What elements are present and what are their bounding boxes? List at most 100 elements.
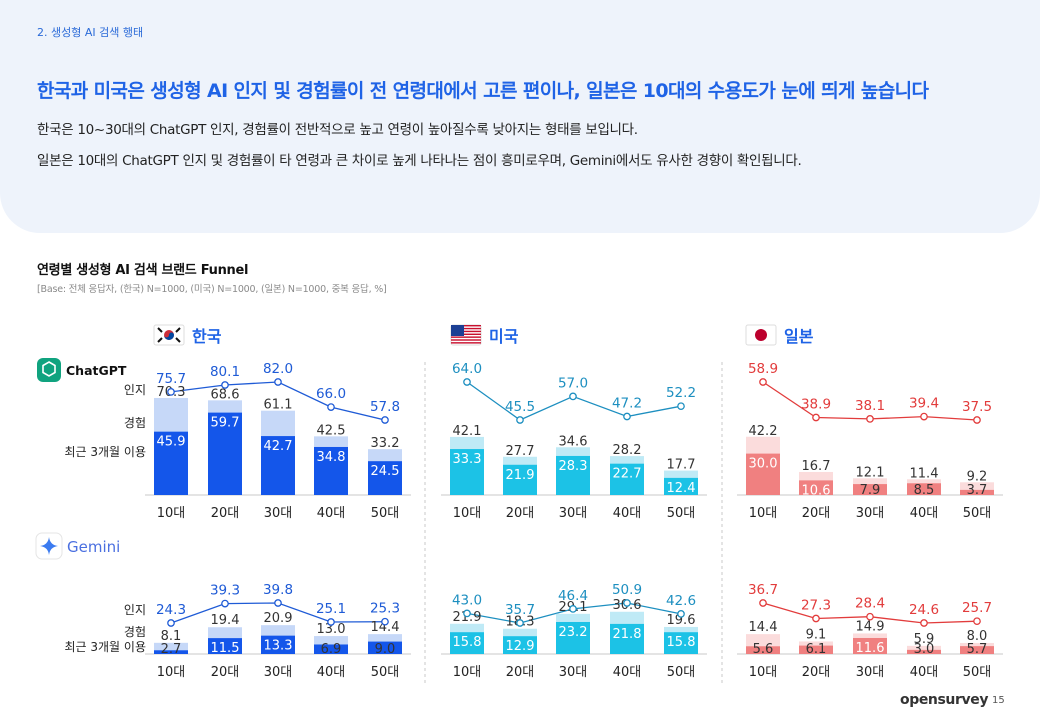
category-label: 20대 [211,665,240,680]
experience-value-label: 13.0 [317,622,346,637]
recent-usage-value-label: 13.3 [264,639,293,654]
awareness-point [866,612,874,621]
recent-usage-value-label: 11.6 [856,641,885,656]
experience-bar [154,642,188,654]
category-label: 20대 [802,506,831,521]
awareness-point [759,599,767,607]
page-headline: 한국과 미국은 생성형 AI 인지 및 경험률이 전 연령대에서 고른 편이나,… [37,80,929,102]
awareness-value-label: 58.9 [748,361,778,377]
recent-usage-value-label: 21.9 [506,468,535,483]
awareness-point [920,619,928,627]
category-label: 40대 [910,506,939,521]
awareness-value-label: 39.8 [263,582,293,598]
recent-usage-bar [208,412,242,495]
recent-usage-value-label: 45.9 [157,435,186,450]
category-label: 30대 [264,665,293,680]
experience-value-label: 42.1 [453,424,482,439]
awareness-point [920,412,928,421]
recent-usage-bar [746,453,780,495]
category-label: 50대 [371,506,400,521]
row-label-experience: 경험 [124,625,146,639]
awareness-point [221,381,229,389]
experience-value-label: 9.2 [967,469,988,484]
awareness-value-label: 35.7 [505,602,535,618]
country-label-us: 미국 [489,327,519,346]
recent-usage-bar [556,455,590,495]
awareness-point [677,610,685,618]
awareness-value-label: 25.3 [370,601,400,617]
recent-usage-bar [960,489,994,495]
category-label: 30대 [264,506,293,521]
recent-usage-value-label: 34.8 [317,450,346,465]
row-label-experience: 경험 [124,416,146,430]
awareness-value-label: 43.0 [452,592,482,608]
recent-usage-value-label: 7.9 [860,483,881,498]
awareness-point [381,617,389,626]
awareness-point [569,605,577,613]
category-label: 20대 [802,665,831,680]
recent-usage-value-label: 5.6 [753,642,774,657]
recent-usage-bar [610,623,644,654]
experience-value-label: 11.4 [910,466,939,481]
korea-flag-yin-icon [164,332,174,340]
experience-value-label: 17.7 [667,458,696,473]
awareness-value-label: 52.2 [666,385,696,401]
experience-value-label: 12.1 [856,465,885,480]
brand-label-chatgpt: ChatGPT [66,363,127,378]
us-flag-stripe-icon [451,330,481,333]
us-flag-stripe-icon [451,325,481,327]
awareness-point [759,378,767,386]
awareness-point [866,415,874,423]
chatgpt-logo-icon [37,358,61,382]
recent-usage-value-label: 11.5 [211,641,240,656]
category-label: 40대 [613,665,642,680]
recent-usage-bar [261,635,295,654]
description-line-1: 한국은 10~30대의 ChatGPT 인지, 경험률이 전반적으로 높고 연령… [37,122,638,138]
awareness-value-label: 45.5 [505,399,535,415]
awareness-value-label: 24.3 [156,602,186,618]
row-label-awareness: 인지 [124,383,146,397]
awareness-value-label: 25.7 [962,600,992,616]
country-label-japan: 일본 [784,327,814,346]
recent-usage-value-label: 23.2 [559,625,588,640]
recent-usage-bar [154,650,188,654]
recent-usage-value-label: 42.7 [264,439,293,454]
awareness-point [327,618,335,626]
category-label: 10대 [157,506,186,521]
hero-banner: 2. 생성형 AI 검색 행태 한국과 미국은 생성형 AI 인지 및 경험률이… [0,0,1040,233]
category-label: 30대 [856,506,885,521]
recent-usage-bar [960,646,994,654]
awareness-value-label: 57.8 [370,399,400,415]
awareness-point [167,619,175,627]
awareness-value-label: 24.6 [909,602,939,618]
recent-usage-bar [664,477,698,495]
us-flag-stripe-icon [451,327,481,330]
category-label: 50대 [667,665,696,680]
recent-usage-bar [208,638,242,654]
category-label: 20대 [211,506,240,521]
category-label: 20대 [506,506,535,521]
us-flag-canton-icon [451,325,464,336]
us-flag-stripe-icon [451,342,481,344]
recent-usage-value-label: 5.7 [967,642,988,657]
awareness-value-label: 37.5 [962,399,992,415]
section-label: 2. 생성형 AI 검색 행태 [37,26,144,39]
experience-value-label: 27.7 [506,444,535,459]
us-flag-stripe-icon [451,339,481,341]
experience-value-label: 14.9 [856,619,885,634]
category-label: 50대 [371,665,400,680]
recent-usage-bar [154,431,188,495]
awareness-value-label: 42.6 [666,593,696,609]
experience-value-label: 9.1 [806,627,827,642]
awareness-point [569,392,577,401]
recent-usage-value-label: 15.8 [453,635,482,650]
recent-usage-value-label: 3.7 [967,483,988,498]
category-label: 10대 [157,665,186,680]
korea-flag-trigram-icon [157,327,181,343]
awareness-point [973,617,981,626]
awareness-point [463,378,471,386]
category-label: 40대 [910,665,939,680]
recent-usage-value-label: 6.1 [806,642,827,657]
awareness-value-label: 46.4 [558,588,588,604]
awareness-point [167,388,175,396]
